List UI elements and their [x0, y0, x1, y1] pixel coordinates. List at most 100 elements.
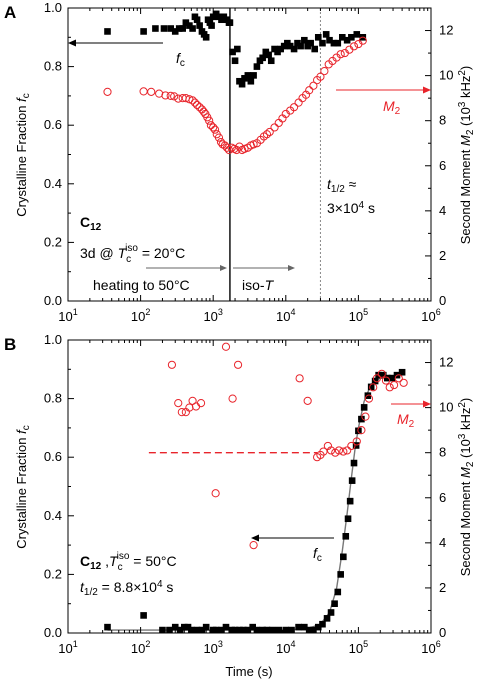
panel-b-x-axis-label: Time (s)	[225, 664, 272, 679]
panel-b-fc-point	[352, 442, 360, 449]
panel-b-m2-point	[295, 374, 304, 383]
panel-a-m2-point	[188, 96, 197, 105]
panel-a-fc-point	[338, 34, 346, 41]
panel-b-fc-point	[228, 626, 236, 634]
panel-a-fc-label: fc	[176, 50, 185, 69]
panel-b-fc-arrow	[251, 534, 334, 542]
panel-b-fc-point	[398, 368, 406, 376]
panel-a-y-left-tick-label: 1.0	[44, 0, 62, 15]
panel-b-x-tick-label: 105	[349, 639, 368, 656]
panel-a-m2-point	[249, 140, 258, 149]
panel-b-left-axis-label: Crystalline Fraction fc	[14, 425, 32, 549]
panel-a-fc-point	[265, 51, 272, 59]
panel-a-iso-arrow	[233, 265, 295, 271]
panel-b-m2-point	[343, 446, 352, 455]
panel-a-fc-point	[322, 31, 330, 38]
panel-a-fc-point	[307, 39, 314, 47]
panel-a-fc-point	[301, 36, 308, 44]
panel-a-y-left-tick-label: 0.0	[44, 293, 62, 308]
panel-b-fc-point	[319, 620, 326, 628]
panel-a-x-tick-label: 105	[349, 307, 368, 324]
panel-a-thalf-label-2: 3×104 s	[327, 200, 375, 216]
panel-a-x-tick-label: 103	[203, 307, 222, 324]
panel-a-thalf-label-1: t1/2 ≈	[327, 176, 357, 195]
panel-b-m2-point	[228, 394, 237, 403]
panel-b-fc-point	[314, 623, 322, 631]
panel-a-fc-point	[326, 36, 333, 44]
panel-a-fc-point	[226, 19, 234, 26]
panel-b-y-left-tick-label: 0.4	[44, 508, 62, 523]
panel-a-fc-point	[319, 39, 326, 47]
panel-a-fc-point	[334, 39, 342, 47]
panel-b-fc-point	[301, 623, 308, 631]
panel-b-m2-point	[399, 378, 408, 387]
panel-b-y-right-tick-label: 12	[439, 355, 453, 370]
panel-a-m2-point	[166, 91, 175, 101]
panel-b-fc-point	[259, 626, 266, 634]
panel-b-m2-point	[364, 394, 374, 403]
panel-b-fc-point	[295, 623, 302, 631]
panel-a-y-left-tick-label: 0.2	[44, 234, 62, 249]
panel-a-m2-point	[262, 130, 272, 139]
panel-b-right-axis-label: Second Moment M2 (103 kHz2)	[457, 398, 476, 577]
panel-b-fc-point	[305, 626, 313, 634]
panel-b-m2-point	[191, 402, 201, 411]
panel-a-fc-point	[348, 34, 355, 41]
panel-a-fc-point	[353, 31, 361, 38]
panel-a-fc-point	[241, 75, 248, 82]
panel-b-fc-point	[360, 404, 368, 411]
panel-a-m2-point	[139, 87, 148, 96]
panel-b-fc-point	[334, 588, 342, 596]
panel-a-m2-point	[320, 67, 329, 76]
panel-a-fc-point	[152, 25, 159, 32]
panel-b-fc-point	[350, 459, 358, 467]
panel-b-m2-point	[211, 489, 220, 498]
panel-a-fc-point	[196, 22, 203, 29]
panel-b-m2-point	[381, 376, 391, 385]
panel-b-fc-point	[337, 571, 344, 578]
panel-a-m2-point	[305, 86, 314, 95]
panel-a-m2-point	[336, 50, 345, 59]
panel-b-x-tick-label: 103	[203, 639, 222, 656]
panel-a-m2-point	[161, 91, 170, 100]
panel-b-fc-point	[367, 383, 375, 391]
panel-a-fc-point	[259, 54, 266, 62]
panel-a-m2-point	[270, 123, 279, 132]
panel-b-y-right-tick-label: 4	[439, 535, 446, 550]
panel-a-y-left-tick-label: 0.6	[44, 117, 62, 132]
panel-a-m2-point	[274, 118, 283, 128]
panel-b-fc-point	[371, 377, 379, 385]
panel-b-fc-point	[310, 626, 317, 634]
panel-b-fc-point	[171, 623, 179, 631]
panel-a-fc-point	[297, 42, 304, 50]
panel-a-fc-point	[104, 28, 111, 35]
panel-a-m2-point	[103, 87, 112, 96]
panel-b-m2-point	[372, 374, 382, 383]
panel-a-m2-point	[316, 72, 325, 81]
panel-a-fc-arrow	[68, 39, 163, 47]
panel-a-m2-point	[289, 103, 299, 112]
panel-a-heating-label: heating to 50°C	[93, 277, 190, 293]
panel-b-y-left-tick-label: 0.2	[44, 566, 62, 581]
panel-a-fc-point	[343, 36, 351, 44]
panel-a-fc-point	[253, 63, 261, 70]
panel-b-fc-point	[222, 623, 230, 631]
panel-b-x-tick-label: 104	[276, 639, 295, 656]
panel-a-y-right-tick-label: 10	[439, 68, 453, 83]
panel-a-fc-point	[140, 28, 147, 35]
panel-a-fc-point	[277, 45, 284, 53]
panel-a-m2-point	[358, 36, 367, 45]
panel-a-fc-point	[247, 77, 255, 85]
panel-a-y-right-tick-label: 8	[439, 113, 446, 128]
panel-b-m2-point	[196, 399, 206, 408]
panel-b-fc-point	[268, 626, 276, 634]
panel-a-m2-point	[195, 103, 204, 112]
panel-b-m2-point	[394, 374, 403, 383]
panel-a-m2-point	[206, 121, 216, 130]
panel-b-y-left-tick-label: 0.6	[44, 449, 62, 464]
panel-b-m2-point	[385, 383, 394, 392]
panel-a-m2-point	[205, 116, 214, 125]
panel-b-letter: B	[4, 335, 16, 354]
panel-a-letter: A	[4, 3, 16, 22]
panel-a-fc-point	[231, 57, 239, 65]
